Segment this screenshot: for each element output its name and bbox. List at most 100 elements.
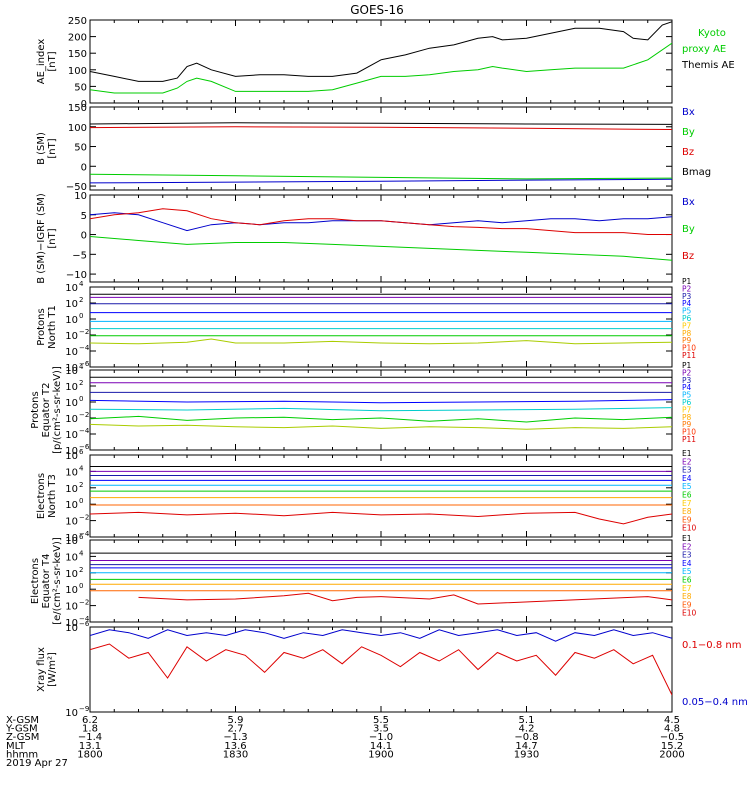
y-tick-label: −5 (72, 250, 87, 261)
y-tick-label: 10 (65, 299, 78, 310)
legend-entry: E4 (682, 474, 692, 483)
footer-value: 5.9 (228, 715, 244, 726)
footer-value: 6.2 (82, 715, 98, 726)
footer-value: −0.8 (514, 732, 538, 743)
y-tick-exponent: 6 (79, 448, 84, 456)
legend-entry: E6 (682, 491, 692, 500)
y-tick-label: 10 (65, 398, 78, 409)
legend-entry: E2 (682, 542, 692, 551)
y-axis-label: Equator T4 (41, 554, 52, 609)
footer-value: 5.1 (519, 715, 535, 726)
footer-row-label: 2019 Apr 27 (6, 758, 68, 769)
y-tick-label: 10 (65, 517, 78, 528)
figure-title: GOES-16 (350, 3, 404, 17)
series-line (138, 592, 672, 605)
series-line (90, 338, 672, 345)
panel-2: −50 0 50 100 150 B (SM) [nT] Bx By Bz Bmag (36, 103, 711, 193)
series-line (90, 208, 672, 235)
y-tick-label: 10 (65, 446, 78, 457)
y-tick-label: 200 (68, 33, 87, 44)
series-line (90, 212, 672, 232)
legend-entry: E10 (682, 524, 697, 533)
y-axis-label: B (SM) (36, 132, 47, 165)
footer-value: 13.1 (79, 741, 101, 752)
legend-entry: 0.1−0.8 nm (682, 640, 741, 651)
legend-entry: P7 (682, 405, 692, 414)
footer-value: 1800 (77, 749, 102, 760)
legend-entry: E5 (682, 567, 692, 576)
y-tick-label: 100 (68, 123, 87, 134)
legend-entry: Themis AE (681, 60, 735, 71)
series-line (90, 21, 672, 82)
legend-entry: 0.05−0.4 nm (682, 697, 748, 708)
legend-entry: E4 (682, 559, 692, 568)
y-tick-exponent: −6 (79, 620, 90, 628)
series-line (90, 423, 672, 430)
y-axis-label: B (SM)−IGRF (SM) (36, 193, 47, 284)
y-tick-label: −50 (66, 182, 87, 193)
y-axis-label: Equator T2 (41, 383, 52, 438)
y-axis-label: Electrons (30, 558, 41, 604)
footer-row-label: Y-GSM (5, 724, 38, 735)
legend-entry: P11 (682, 351, 696, 360)
y-tick-exponent: 4 (79, 280, 84, 288)
panel-frame (89, 19, 673, 104)
footer-row-label: X-GSM (6, 715, 39, 726)
y-tick-label: 10 (65, 414, 78, 425)
y-tick-label: 100 (68, 66, 87, 77)
y-tick-exponent: 0 (79, 582, 83, 590)
legend-entry: Bx (682, 107, 695, 118)
footer-value: 14.1 (370, 741, 392, 752)
legend-entry: P4 (682, 383, 692, 392)
y-tick-exponent: −2 (79, 514, 89, 522)
y-axis-label: [p/(cm²-s-sr-keV)] (52, 366, 63, 454)
legend-entry: proxy AE (682, 44, 726, 55)
y-tick-label: 10 (65, 467, 78, 478)
y-tick-label: 10 (65, 315, 78, 326)
legend-entry: P6 (682, 398, 692, 407)
y-tick-label: 10 (65, 331, 78, 342)
y-tick-label: 10 (65, 602, 78, 613)
panel-frame (89, 194, 673, 283)
y-tick-label: 10 (65, 382, 78, 393)
series-line (90, 126, 672, 130)
series-line (90, 122, 672, 125)
legend-entry: E2 (682, 457, 692, 466)
y-tick-label: 0 (81, 99, 87, 110)
legend-entry: P11 (682, 435, 696, 444)
legend-entry: P3 (682, 376, 692, 385)
series-line (90, 407, 672, 412)
y-axis-label: Protons (36, 308, 47, 345)
y-tick-label: 0 (81, 231, 87, 242)
y-tick-label: 10 (65, 552, 78, 563)
legend-entry: E10 (682, 609, 697, 618)
panel-3: −10 −5 0 5 10 B (SM)−IGRF (SM) [nT] Bx By Bz (36, 191, 695, 284)
footer-value: 4.5 (664, 715, 680, 726)
legend-entry: E3 (682, 551, 692, 560)
y-tick-label: 10 (65, 451, 78, 462)
legend-entry: P5 (682, 307, 692, 316)
series-line (90, 415, 672, 423)
footer-value: 4.2 (519, 724, 535, 735)
y-tick-label: 250 (68, 16, 87, 27)
legend-entry: E7 (682, 499, 692, 508)
y-tick-exponent: −6 (79, 360, 90, 368)
footer-row-label: hhmm (6, 749, 38, 760)
legend-entry: Bz (682, 147, 694, 158)
legend-entry: E1 (682, 449, 692, 458)
legend-entry: Bz (682, 251, 694, 262)
y-tick-exponent: −2 (79, 328, 89, 336)
legend-entry: P3 (682, 292, 692, 301)
footer-value: 1830 (223, 749, 248, 760)
legend-entry: P7 (682, 321, 692, 330)
y-tick-exponent: −4 (79, 615, 90, 623)
legend-entry: P2 (682, 368, 692, 377)
y-tick-label: 10 (74, 191, 87, 202)
legend-entry: By (682, 127, 695, 138)
y-tick-label: 10 (65, 500, 78, 511)
legend-entry: P10 (682, 428, 696, 437)
legend-entry: P9 (682, 420, 692, 429)
y-axis-label: [nT] (47, 138, 58, 158)
y-tick-exponent: 0 (79, 312, 83, 320)
